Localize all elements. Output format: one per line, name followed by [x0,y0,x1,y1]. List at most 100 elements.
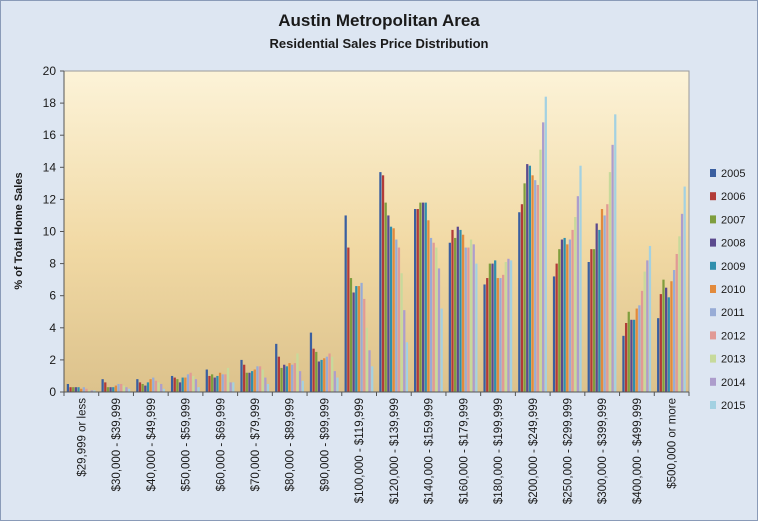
legend-label-2011: 2011 [721,307,745,319]
bar-2014-8 [368,350,371,392]
bar-2008-3 [178,382,182,392]
y-tick-label: 16 [43,128,57,142]
bar-2005-11 [448,242,451,392]
x-tick-label: $250,000 - $299,999 [562,398,574,504]
x-tick-label: $400,000 - $499,999 [632,398,644,504]
y-tick-label: 0 [49,385,56,399]
bar-2013-15 [608,172,612,392]
legend-swatch-2009 [710,261,716,270]
bar-2006-13 [520,204,524,392]
bar-2008-14 [560,239,564,392]
bar-2010-6 [288,363,291,392]
bar-2012-14 [571,229,574,392]
bar-2013-7 [331,356,334,392]
bar-2012-17 [675,253,678,392]
bar-2011-2 [152,377,155,392]
y-tick-label: 20 [43,64,57,78]
bar-2009-7 [320,359,323,392]
bar-2014-4 [229,382,232,392]
bar-2005-6 [275,343,278,392]
y-tick-label: 14 [43,160,57,174]
bar-2008-11 [456,226,459,392]
bar-2005-2 [136,379,139,392]
bar-2008-4 [213,377,216,392]
bar-2006-15 [590,249,593,392]
bar-2011-14 [568,239,572,392]
legend-label-2008: 2008 [721,238,745,250]
axes-layer: 0 2 4 6 8 10 12 14 16 18 20 $29,999 or less $30,000 … [43,64,690,504]
bar-2007-4 [210,374,214,392]
bar-2015-15 [614,114,617,392]
legend-label-2014: 2014 [721,377,745,389]
bar-2014-9 [403,310,406,392]
bar-2014-6 [298,371,302,392]
bar-2015-9 [405,342,409,392]
bar-2005-10 [414,209,417,392]
bar-2015-7 [336,377,339,392]
bar-2010-7 [323,358,326,392]
bar-2012-16 [640,290,644,392]
bar-2010-10 [427,220,430,392]
bar-2008-10 [421,202,425,392]
bar-2010-9 [392,228,395,392]
bar-2006-11 [451,229,454,392]
bar-2011-3 [186,374,190,392]
legend-swatch-2013 [710,354,716,363]
x-tick-label: $300,000 - $399,999 [597,398,609,504]
bar-2005-15 [587,262,590,392]
bar-2013-0 [87,390,91,392]
plot-area [63,70,690,393]
bar-2012-15 [606,204,609,392]
bar-2010-1 [114,385,118,392]
bar-2015-6 [301,380,304,392]
y-tick-label: 8 [49,257,56,271]
bar-2005-13 [518,212,521,392]
bar-2007-2 [141,383,144,392]
legend-label-2015: 2015 [721,400,745,412]
bar-2009-0 [77,387,80,392]
legend-label-2007: 2007 [721,214,745,226]
bar-2007-11 [454,237,457,392]
bar-2012-10 [432,242,435,392]
bar-2015-0 [93,390,96,392]
bar-2010-5 [253,369,256,392]
x-tick-label: $200,000 - $249,999 [528,398,540,504]
bar-2013-16 [643,271,646,393]
bar-2010-17 [670,281,673,392]
bar-2015-14 [579,165,582,392]
bar-2005-17 [657,318,660,392]
bar-2010-4 [218,372,222,392]
bar-2015-11 [475,263,478,392]
bar-2011-6 [291,364,294,392]
bar-2011-16 [638,305,641,392]
bar-2005-12 [483,284,486,392]
x-tick-label: $160,000 - $179,999 [458,398,470,504]
bar-2012-7 [328,353,331,392]
bar-2012-11 [467,247,470,392]
bar-2013-5 [261,369,264,392]
x-tick-label: $140,000 - $159,999 [424,398,436,504]
bar-2011-5 [256,366,259,392]
x-tick-label: $100,000 - $119,999 [354,398,366,503]
bar-2008-15 [595,223,598,392]
bar-2007-10 [419,202,422,392]
bar-2008-12 [491,263,494,392]
bar-2006-0 [69,387,72,392]
bar-2013-3 [192,375,195,392]
bar-2012-12 [502,274,505,392]
bar-2015-10 [440,308,443,392]
bar-2008-7 [317,361,321,392]
bar-2012-2 [154,380,158,392]
bar-2012-13 [536,184,539,392]
legend-swatch-2006 [710,192,716,201]
legend: 2005 2006 2007 2008 2009 2010 2011 2012 2013 2014… [710,168,745,412]
bar-2009-16 [632,319,636,392]
bar-2012-1 [120,383,123,392]
y-tick-label: 2 [49,353,56,367]
bar-2013-10 [435,247,438,392]
bar-2015-16 [648,245,652,392]
bar-2014-15 [611,144,614,392]
bar-2010-2 [149,379,152,392]
bar-2015-13 [544,96,547,393]
